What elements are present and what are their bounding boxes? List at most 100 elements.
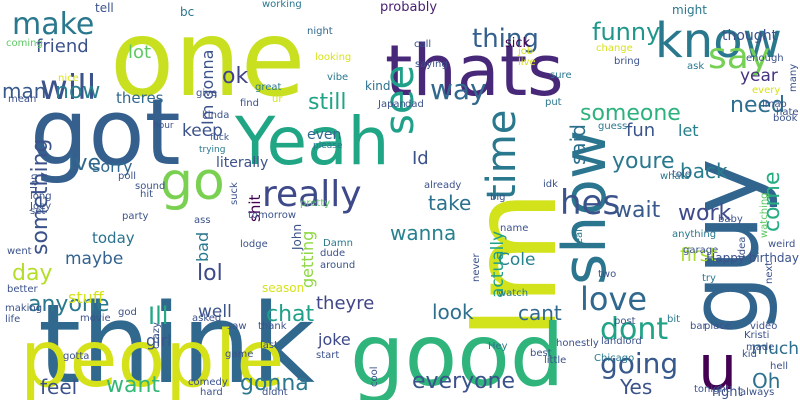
cloud-word: sound [135,180,166,192]
cloud-word: stuff [68,288,104,308]
cloud-word: Damn [323,237,353,249]
cloud-word: Id [412,147,429,169]
cloud-word: chat [266,302,315,328]
cloud-word: Hey [488,340,508,352]
cloud-word: Cole [498,249,536,270]
cloud-word: joke [318,330,351,350]
cloud-word: name [500,222,529,234]
cloud-word: well [198,301,232,322]
cloud-word: even [307,127,342,144]
cloud-word: know [655,13,782,70]
cloud-word: Japan [378,98,406,110]
cloud-word: find [240,97,259,109]
cloud-word: literally [216,155,269,172]
cloud-word: saw [227,320,247,332]
cloud-word: crazy [151,322,162,349]
cloud-word: every [752,84,781,96]
cloud-word: idea [737,236,748,258]
cloud-word: ur [272,93,283,105]
cloud-word: anyone [28,292,110,318]
cloud-word: video [750,320,778,332]
cloud-word: Happy birthday [706,250,799,265]
cloud-word: cool [369,366,380,387]
cloud-word: hell [770,360,789,372]
cloud-word: thats [385,29,564,112]
cloud-word: bring [614,55,640,67]
cloud-word: bit [667,313,681,325]
cloud-word: man [2,79,47,103]
cloud-word: bc [180,4,195,19]
cloud-word: sorry [92,157,133,177]
cloud-word: lodge [240,238,268,250]
cloud-word: look [432,300,474,324]
cloud-word: Yeah [235,102,390,180]
cloud-word: trying [199,145,226,156]
cloud-word: thank [258,320,287,332]
cloud-word: life [5,313,21,325]
cloud-word: season [262,280,305,295]
cloud-word: today [92,229,135,248]
cloud-word: make [12,6,95,42]
cloud-word: got [30,78,181,186]
cloud-word: set [30,205,46,217]
cloud-word: making [5,302,43,314]
cloud-word: suck [229,182,240,205]
cloud-word: right [712,384,743,400]
cloud-word: place [704,320,731,332]
cloud-word: put [545,96,562,108]
cloud-word: now [55,79,101,105]
cloud-word: job [518,45,534,57]
cloud-word: nice [58,72,79,84]
cloud-word: garage [683,244,719,256]
cloud-word: one [110,0,306,120]
cloud-word: please [313,141,343,152]
cloud-word: love [580,279,648,318]
cloud-word: ok [222,64,249,90]
cloud-word: big [490,191,506,203]
cloud-word: think [38,279,315,400]
cloud-word: made [746,341,775,353]
cloud-word: back [680,159,728,183]
cloud-word: Yes [620,375,653,399]
cloud-word: saying [415,58,448,70]
cloud-word: hour [153,121,174,132]
cloud-word: really [262,174,362,216]
cloud-word: better [7,283,38,295]
cloud-word: kinda [202,109,230,121]
cloud-word: vibe [327,71,349,83]
cloud-word: call [414,38,432,50]
cloud-word: work [678,201,732,227]
cloud-word: post [614,315,636,327]
cloud-word: Chicago [594,352,635,364]
cloud-word: day [12,261,53,287]
cloud-word: first [680,243,718,266]
cloud-word: someone [580,101,681,127]
cloud-word: give [196,87,218,99]
cloud-word: god [118,306,137,318]
cloud-word: cant [518,301,562,325]
cloud-word: wait [614,198,661,224]
cloud-word: will [40,68,97,109]
cloud-word: thought [722,28,778,45]
cloud-word: want [106,373,161,399]
cloud-word: kid [742,348,757,360]
cloud-word: take [428,191,472,215]
cloud-word: lot [128,41,152,63]
cloud-word: watching [759,192,770,238]
cloud-word: best [530,347,552,359]
cloud-word: change [596,42,633,54]
cloud-word: gotta [63,350,90,362]
cloud-word: idk [543,178,558,190]
cloud-word: went [7,245,32,257]
cloud-word: looking [315,51,352,63]
cloud-word: long [30,190,52,202]
cloud-word: ass [194,214,211,226]
cloud-word: weird [768,238,796,250]
cloud-word: try [702,272,716,284]
cloud-word: John [290,223,304,250]
cloud-word: kind [365,78,391,93]
cloud-word: probably [380,0,438,15]
cloud-word: Kristi [744,329,770,341]
cloud-word: girl [146,331,172,351]
cloud-word: real [574,229,585,248]
